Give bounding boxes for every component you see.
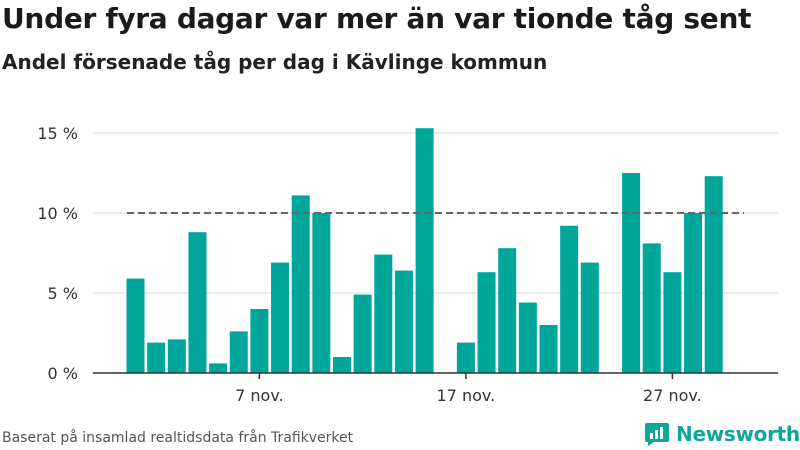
brand-logo: Newsworthy bbox=[644, 419, 800, 449]
chart-title: Under fyra dagar var mer än var tionde t… bbox=[2, 2, 752, 35]
bar bbox=[394, 270, 413, 373]
bar bbox=[333, 357, 351, 373]
bar bbox=[188, 232, 207, 373]
bar bbox=[539, 325, 558, 373]
x-tick-label: 7 nov. bbox=[235, 386, 284, 405]
y-tick-label: 10 % bbox=[37, 204, 78, 223]
bar bbox=[271, 262, 290, 373]
bar bbox=[126, 278, 145, 373]
bar bbox=[229, 331, 248, 373]
bar bbox=[147, 342, 166, 373]
bar bbox=[250, 309, 269, 373]
bar bbox=[415, 128, 434, 373]
brand-name: Newsworthy bbox=[676, 422, 800, 446]
bar bbox=[477, 272, 496, 373]
bar bbox=[580, 262, 599, 373]
bar bbox=[518, 302, 537, 373]
bar bbox=[498, 248, 517, 373]
y-tick-label: 5 % bbox=[48, 284, 78, 303]
bar bbox=[209, 363, 228, 373]
bar bbox=[642, 243, 661, 373]
x-tick-label: 17 nov. bbox=[437, 386, 496, 405]
chart-subtitle: Andel försenade tåg per dag i Kävlinge k… bbox=[2, 50, 548, 74]
bar bbox=[312, 213, 331, 373]
bar bbox=[456, 342, 475, 373]
bar bbox=[353, 294, 372, 373]
bars bbox=[126, 128, 723, 373]
y-tick-label: 15 % bbox=[37, 124, 78, 143]
newsworthy-logo-icon bbox=[645, 423, 669, 446]
x-tick-label: 27 nov. bbox=[643, 386, 702, 405]
y-tick-label: 0 % bbox=[48, 364, 78, 383]
bar bbox=[374, 254, 393, 373]
bar bbox=[291, 195, 310, 373]
bar bbox=[560, 225, 579, 373]
bar bbox=[704, 176, 723, 373]
bar bbox=[622, 173, 641, 373]
bar bbox=[684, 213, 703, 373]
bar bbox=[663, 272, 682, 373]
bar bbox=[167, 339, 186, 373]
source-note: Baserat på insamlad realtidsdata från Tr… bbox=[2, 430, 354, 446]
axes: 0 % 5 % 10 % 15 % 7 nov. 17 nov. 27 nov. bbox=[37, 124, 778, 405]
